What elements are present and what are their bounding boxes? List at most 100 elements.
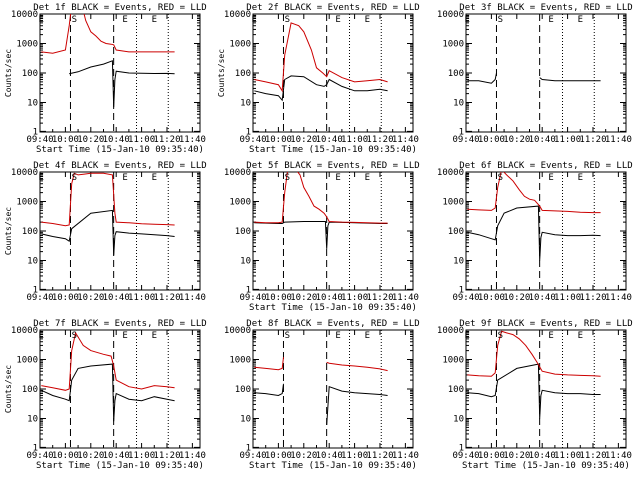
y-tick-label: 1000 (442, 198, 464, 208)
y-tick-label: 10 (240, 257, 251, 267)
event-marker-label: E (365, 15, 370, 25)
event-marker-label: E (39, 173, 44, 183)
event-marker-label: E (548, 173, 553, 183)
y-tick-label: 1 (33, 285, 38, 295)
y-tick-label: 1000 (16, 40, 38, 50)
series-events-line (41, 209, 175, 256)
x-tick-label: 11:40 (392, 293, 419, 303)
x-tick-label: 10:00 (265, 135, 292, 145)
y-tick-label: 100 (22, 385, 38, 395)
y-tick-label: 100 (448, 69, 464, 79)
x-tick-label: 11:00 (341, 451, 368, 461)
x-tick-label: 10:20 (77, 293, 104, 303)
series-lld-line (467, 172, 601, 214)
y-tick-label: 100 (235, 227, 251, 237)
x-axis-label: Start Time (15-Jan-10 09:35:40) (249, 303, 417, 313)
event-marker-label: E (465, 15, 470, 25)
x-tick-label: 10:40 (529, 135, 556, 145)
series-lld-line (41, 331, 175, 391)
x-tick-label: 11:40 (179, 135, 206, 145)
series-events-line (254, 75, 388, 102)
x-tick-label: 09:40 (26, 451, 53, 461)
y-tick-label: 1000 (442, 356, 464, 366)
x-tick-label: 10:40 (529, 293, 556, 303)
series-events-line (254, 383, 388, 426)
series-events-line (69, 60, 175, 108)
series-events-line (41, 363, 175, 422)
series-events-line (467, 205, 601, 261)
x-tick-label: 10:20 (503, 293, 530, 303)
y-tick-label: 10000 (11, 168, 38, 178)
x-tick-label: 10:40 (316, 293, 343, 303)
x-tick-label: 11:20 (579, 293, 606, 303)
y-axis-label: Counts/sec (4, 49, 13, 97)
plot-frame (39, 13, 201, 133)
x-tick-label: 11:20 (366, 451, 393, 461)
y-tick-label: 10000 (224, 326, 251, 336)
x-tick-label: 09:40 (452, 451, 479, 461)
event-marker-label: E (39, 331, 44, 341)
x-tick-label: 10:00 (52, 451, 79, 461)
y-tick-label: 1 (246, 127, 251, 137)
y-tick-label: 10 (453, 99, 464, 109)
event-marker-label: E (465, 173, 470, 183)
x-tick-label: 10:40 (529, 451, 556, 461)
y-tick-label: 10000 (11, 326, 38, 336)
x-tick-label: 10:00 (52, 293, 79, 303)
x-tick-label: 09:40 (452, 293, 479, 303)
x-tick-label: 10:20 (290, 293, 317, 303)
event-marker-label: E (152, 331, 157, 341)
plot-frame (252, 171, 414, 291)
plot-frame (465, 171, 627, 291)
series-events-line (254, 221, 388, 249)
panel-det-6: Det 6f BLACK = Events, RED = LLD 1 10 100 10… (437, 161, 633, 303)
y-axis-label: Counts/sec (4, 365, 13, 413)
y-tick-label: 100 (235, 385, 251, 395)
event-marker-label: S (498, 173, 503, 183)
x-tick-label: 11:00 (128, 135, 155, 145)
event-marker-label: S (285, 173, 290, 183)
series-lld-line (254, 22, 388, 93)
event-marker-label: E (122, 15, 127, 25)
event-marker-label: E (365, 173, 370, 183)
y-tick-label: 1 (459, 127, 464, 137)
panel-title: Det 2f BLACK = Events, RED = LLD (246, 3, 419, 13)
event-marker-label: E (152, 15, 157, 25)
series-events-line (467, 72, 601, 84)
series-lld-line (254, 172, 388, 224)
x-tick-label: 11:40 (605, 451, 632, 461)
x-tick-label: 11:40 (392, 451, 419, 461)
x-tick-label: 10:40 (103, 293, 130, 303)
series-lld-line (41, 14, 175, 54)
x-tick-label: 11:00 (554, 135, 581, 145)
x-tick-label: 11:20 (153, 135, 180, 145)
y-tick-label: 10000 (224, 168, 251, 178)
y-tick-label: 10 (27, 415, 38, 425)
y-tick-label: 10 (27, 257, 38, 267)
x-tick-label: 11:00 (341, 135, 368, 145)
panel-det-9: Det 9f BLACK = Events, RED = LLD 1 10 100 10… (437, 319, 633, 471)
event-marker-label: E (122, 173, 127, 183)
y-tick-label: 100 (22, 227, 38, 237)
x-tick-label: 09:40 (239, 135, 266, 145)
panel-det-4: Det 4f BLACK = Events, RED = LLD 1 10 100 10… (4, 161, 207, 303)
x-axis-label: Start Time (15-Jan-10 09:35:40) (462, 461, 630, 471)
x-tick-label: 10:40 (316, 451, 343, 461)
x-axis-label: Start Time (15-Jan-10 09:35:40) (36, 145, 204, 155)
y-tick-label: 10 (240, 415, 251, 425)
panel-title: Det 7f BLACK = Events, RED = LLD (33, 319, 206, 329)
x-tick-label: 10:20 (290, 451, 317, 461)
y-tick-label: 1000 (16, 356, 38, 366)
y-tick-label: 1 (459, 443, 464, 453)
y-tick-label: 100 (448, 227, 464, 237)
panel-title: Det 4f BLACK = Events, RED = LLD (33, 161, 206, 171)
x-tick-label: 09:40 (26, 135, 53, 145)
y-axis-label: Counts/sec (4, 207, 13, 255)
panel-title: Det 6f BLACK = Events, RED = LLD (459, 161, 632, 171)
x-tick-label: 10:20 (77, 135, 104, 145)
y-tick-label: 10 (453, 257, 464, 267)
event-marker-label: S (285, 15, 290, 25)
y-tick-label: 1000 (442, 40, 464, 50)
x-axis-label: Start Time (15-Jan-10 09:35:40) (36, 461, 204, 471)
x-tick-label: 11:20 (579, 451, 606, 461)
